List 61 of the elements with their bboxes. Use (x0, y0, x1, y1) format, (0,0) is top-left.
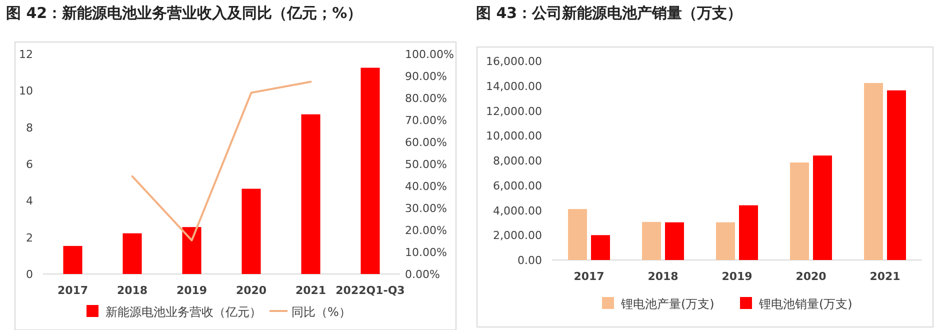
bar (665, 222, 684, 260)
chart-title: 图 43：公司新能源电池产销量（万支） (476, 4, 742, 22)
y2-tick-label: 0.00% (405, 268, 440, 281)
line-series (131, 80, 312, 242)
y-tick-label: 12 (19, 48, 33, 61)
bar (360, 68, 380, 274)
legend-label: 锂电池销量(万支) (758, 297, 852, 311)
y-tick-label: 2,000.00 (493, 229, 542, 242)
bar (813, 156, 832, 260)
y2-tick-label: 70.00% (405, 114, 447, 127)
bar (182, 227, 202, 274)
y-tick-label: 4 (26, 194, 33, 208)
y-tick-label: 2 (26, 231, 33, 244)
y2-tick-label: 50.00% (405, 158, 447, 171)
y2-tick-label: 80.00% (405, 92, 447, 105)
legend-label: 新能源电池业务营收（亿元） (106, 305, 262, 319)
x-tick-label: 2020 (236, 284, 267, 297)
y-tick-label: 6 (26, 158, 33, 171)
x-tick-label: 2018 (116, 284, 148, 297)
bar (642, 222, 661, 260)
x-tick-label: 2017 (574, 270, 604, 283)
bar (864, 83, 883, 260)
y2-tick-label: 30.00% (405, 202, 447, 215)
y-tick-label: 10,000.00 (486, 130, 542, 143)
y2-tick-label: 100.00% (405, 48, 454, 61)
y-tick-label: 0.00 (518, 254, 542, 267)
x-tick-label: 2019 (176, 284, 208, 297)
bar (887, 90, 906, 260)
bar (568, 209, 587, 260)
x-tick-label: 2021 (870, 270, 900, 283)
bar (63, 246, 82, 274)
bar (716, 222, 735, 260)
x-tick-label: 2018 (648, 270, 678, 283)
y2-tick-label: 20.00% (405, 224, 447, 237)
y-tick-label: 14,000.00 (486, 80, 542, 93)
y-tick-label: 8,000.00 (493, 154, 542, 168)
legend-label: 锂电池产量(万支) (620, 297, 714, 311)
y2-tick-label: 60.00% (405, 136, 447, 149)
x-tick-label: 2021 (295, 284, 326, 297)
y2-tick-label: 40.00% (405, 180, 447, 193)
chart-title: 图 42：新能源电池业务营业收入及同比（亿元；%） (6, 4, 362, 22)
bar (739, 205, 758, 260)
y2-tick-label: 10.00% (405, 246, 447, 259)
y-tick-label: 16,000.00 (486, 55, 542, 68)
x-tick-label: 2020 (796, 270, 827, 283)
bar (301, 114, 320, 274)
y-tick-label: 4,000.00 (493, 204, 542, 218)
y-tick-label: 6,000.00 (493, 179, 542, 192)
y-tick-label: 0 (26, 268, 33, 281)
x-tick-label: 2019 (722, 270, 752, 283)
y-tick-label: 8 (26, 121, 33, 134)
y-tick-label: 12,000.00 (486, 104, 542, 118)
y2-tick-label: 90.00% (405, 70, 447, 83)
bar (591, 235, 610, 260)
bar (242, 188, 261, 274)
bar (122, 233, 142, 274)
legend-label: 同比（%） (292, 305, 351, 319)
bar (790, 162, 809, 260)
x-tick-label: 2017 (57, 284, 88, 297)
x-tick-label: 2022Q1-Q3 (336, 284, 405, 297)
y-tick-label: 10 (19, 84, 33, 98)
